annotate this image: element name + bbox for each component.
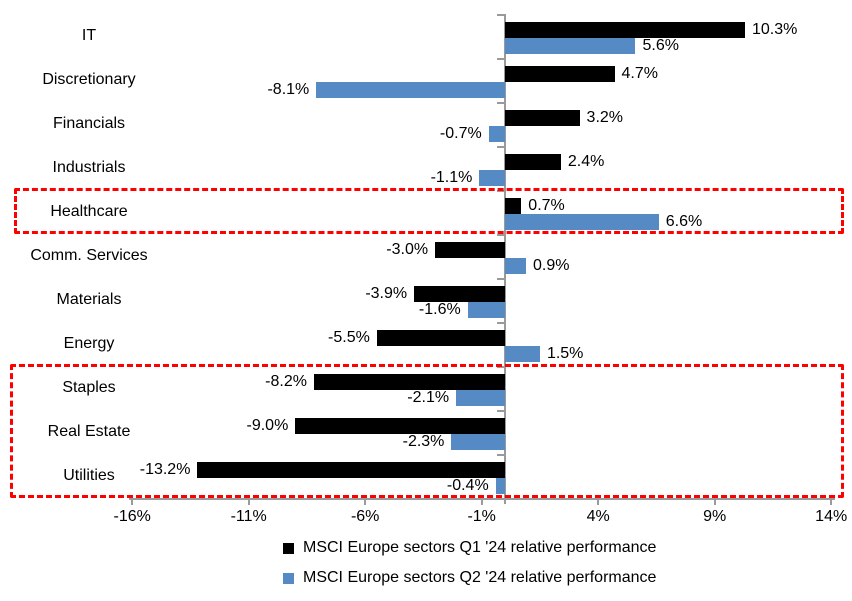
category-label-materials: Materials xyxy=(56,291,122,308)
bar-q2-healthcare xyxy=(505,214,659,230)
bar-label-q1-materials: -3.9% xyxy=(365,285,408,302)
bar-q1-it xyxy=(505,22,745,38)
bar-q2-it xyxy=(505,38,636,54)
bar-label-q2-financials: -0.7% xyxy=(439,125,482,142)
x-tick-label: -16% xyxy=(113,508,151,525)
category-label-real-estate: Real Estate xyxy=(47,423,131,440)
category-label-it: IT xyxy=(81,27,97,44)
legend-label-q1: MSCI Europe sectors Q1 '24 relative perf… xyxy=(303,539,657,556)
bar-q1-utilities xyxy=(197,462,505,478)
category-label-discretionary: Discretionary xyxy=(42,71,136,88)
x-tick-label: -1% xyxy=(467,508,496,525)
bar-label-q2-materials: -1.6% xyxy=(418,301,461,318)
bar-q1-real-estate xyxy=(295,418,505,434)
bar-q2-energy xyxy=(505,346,540,362)
bar-label-q2-discretionary: -8.1% xyxy=(267,81,310,98)
bar-q1-comm-services xyxy=(435,242,505,258)
category-label-industrials: Industrials xyxy=(52,159,126,176)
bar-label-q1-financials: 3.2% xyxy=(586,109,624,126)
bar-q2-staples xyxy=(456,390,505,406)
bar-label-q2-industrials: -1.1% xyxy=(430,169,473,186)
y-axis-tick xyxy=(497,366,504,368)
x-tick-label: 9% xyxy=(703,508,727,525)
bar-q1-healthcare xyxy=(505,198,522,214)
y-axis-tick xyxy=(497,234,504,236)
bar-label-q2-healthcare: 6.6% xyxy=(665,213,703,230)
bar-label-q1-industrials: 2.4% xyxy=(567,153,605,170)
category-label-financials: Financials xyxy=(52,115,126,132)
x-axis-tick xyxy=(713,498,716,505)
bar-label-q1-healthcare: 0.7% xyxy=(528,197,565,214)
bar-label-q1-staples: -8.2% xyxy=(265,373,307,390)
bar-q1-staples xyxy=(313,374,505,390)
bar-label-q2-staples: -2.1% xyxy=(407,389,450,406)
legend-item-q2: MSCI Europe sectors Q2 '24 relative perf… xyxy=(283,563,656,593)
legend-label-q2: MSCI Europe sectors Q2 '24 relative perf… xyxy=(303,569,657,586)
x-axis-tick xyxy=(830,498,833,505)
bar-q2-materials xyxy=(467,302,505,318)
y-axis-tick xyxy=(497,322,504,324)
y-axis-tick xyxy=(497,58,504,60)
x-axis-tick xyxy=(597,498,600,505)
y-axis-tick xyxy=(497,146,504,148)
x-axis-tick xyxy=(131,498,134,505)
y-axis-tick xyxy=(497,102,504,104)
y-axis-tick xyxy=(497,14,504,16)
bar-label-q1-discretionary: 4.7% xyxy=(621,65,658,82)
category-label-staples: Staples xyxy=(62,379,116,396)
legend-item-q1: MSCI Europe sectors Q1 '24 relative perf… xyxy=(283,533,656,563)
bar-label-q2-real-estate: -2.3% xyxy=(402,433,445,450)
bar-q2-comm-services xyxy=(505,258,526,274)
bar-label-q2-utilities: -0.4% xyxy=(446,477,489,494)
category-label-energy: Energy xyxy=(63,335,115,352)
bar-label-q2-comm-services: 0.9% xyxy=(532,257,570,274)
y-axis-tick xyxy=(497,498,504,500)
legend: MSCI Europe sectors Q1 '24 relative perf… xyxy=(283,533,656,593)
bar-q1-energy xyxy=(376,330,505,346)
q2-series-marker-icon xyxy=(283,572,294,584)
x-axis-tick xyxy=(247,498,250,505)
bar-label-q2-energy: 1.5% xyxy=(546,345,584,362)
bar-q1-financials xyxy=(505,110,580,126)
highlight-box-2 xyxy=(10,364,844,498)
bar-label-q2-it: 5.6% xyxy=(642,37,679,54)
highlight-box-1 xyxy=(14,188,844,234)
bar-label-q1-energy: -5.5% xyxy=(328,329,370,346)
x-tick-label: -11% xyxy=(230,508,267,525)
bar-label-q1-it: 10.3% xyxy=(751,21,798,38)
x-tick-label: -6% xyxy=(350,508,380,525)
bar-q2-industrials xyxy=(479,170,505,186)
category-label-comm-services: Comm. Services xyxy=(30,247,148,264)
q1-series-marker-icon xyxy=(283,542,294,554)
bar-q1-materials xyxy=(414,286,505,302)
bar-q2-utilities xyxy=(495,478,505,494)
bar-q2-discretionary xyxy=(316,82,505,98)
y-axis-tick xyxy=(497,454,504,456)
bar-label-q1-utilities: -13.2% xyxy=(139,461,191,478)
category-label-healthcare: Healthcare xyxy=(50,203,128,220)
bar-q2-financials xyxy=(488,126,505,142)
category-label-utilities: Utilities xyxy=(63,467,115,484)
x-tick-label: 4% xyxy=(586,508,610,525)
bar-q2-real-estate xyxy=(451,434,505,450)
y-axis-tick xyxy=(497,190,504,192)
y-axis-tick xyxy=(497,278,504,280)
x-axis-tick xyxy=(364,498,367,505)
bar-label-q1-real-estate: -9.0% xyxy=(246,417,289,434)
bar-q1-industrials xyxy=(505,154,561,170)
bar-label-q1-comm-services: -3.0% xyxy=(386,241,429,258)
x-axis-tick xyxy=(480,498,483,505)
bar-q1-discretionary xyxy=(505,66,615,82)
x-tick-label: 14% xyxy=(815,508,848,525)
y-axis-tick xyxy=(497,410,504,412)
